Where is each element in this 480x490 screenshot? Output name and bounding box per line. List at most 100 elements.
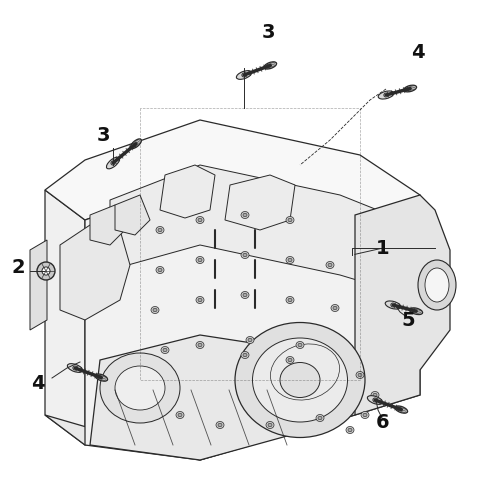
Ellipse shape xyxy=(107,157,120,169)
Ellipse shape xyxy=(346,426,354,434)
Ellipse shape xyxy=(248,338,252,342)
Ellipse shape xyxy=(404,85,417,92)
Ellipse shape xyxy=(241,251,249,259)
Ellipse shape xyxy=(384,93,388,97)
Polygon shape xyxy=(110,165,390,290)
Ellipse shape xyxy=(198,218,202,222)
Text: 2: 2 xyxy=(11,258,25,276)
Ellipse shape xyxy=(196,342,204,348)
Ellipse shape xyxy=(378,91,394,99)
Ellipse shape xyxy=(356,371,364,378)
Polygon shape xyxy=(90,335,345,460)
Ellipse shape xyxy=(218,423,222,427)
Text: 3: 3 xyxy=(261,23,275,42)
Ellipse shape xyxy=(161,346,169,353)
Ellipse shape xyxy=(151,307,159,314)
Ellipse shape xyxy=(115,366,165,410)
Ellipse shape xyxy=(198,343,202,347)
Ellipse shape xyxy=(286,296,294,303)
Ellipse shape xyxy=(286,357,294,364)
Polygon shape xyxy=(45,190,85,445)
Ellipse shape xyxy=(73,366,77,370)
Ellipse shape xyxy=(288,298,292,302)
Text: 4: 4 xyxy=(411,43,425,62)
Ellipse shape xyxy=(395,406,408,413)
Ellipse shape xyxy=(216,421,224,428)
Ellipse shape xyxy=(196,296,204,303)
Polygon shape xyxy=(355,195,450,415)
Ellipse shape xyxy=(198,298,202,302)
Ellipse shape xyxy=(243,213,247,217)
Ellipse shape xyxy=(242,73,246,77)
Ellipse shape xyxy=(298,343,302,347)
Ellipse shape xyxy=(373,398,377,402)
Ellipse shape xyxy=(196,256,204,264)
Ellipse shape xyxy=(67,364,83,372)
Ellipse shape xyxy=(264,62,276,69)
Ellipse shape xyxy=(178,413,182,417)
Polygon shape xyxy=(160,165,215,218)
Ellipse shape xyxy=(158,228,162,232)
Ellipse shape xyxy=(280,363,320,397)
Ellipse shape xyxy=(268,423,272,427)
Ellipse shape xyxy=(236,71,252,79)
Ellipse shape xyxy=(243,353,247,357)
Ellipse shape xyxy=(333,306,337,310)
Ellipse shape xyxy=(288,258,292,262)
Polygon shape xyxy=(45,120,420,230)
Text: 6: 6 xyxy=(376,413,390,432)
Ellipse shape xyxy=(316,415,324,421)
Ellipse shape xyxy=(246,337,254,343)
Ellipse shape xyxy=(252,338,348,422)
Text: 4: 4 xyxy=(31,373,45,392)
Ellipse shape xyxy=(286,256,294,264)
Ellipse shape xyxy=(111,161,115,165)
Ellipse shape xyxy=(243,293,247,297)
Polygon shape xyxy=(85,180,420,460)
Ellipse shape xyxy=(373,393,377,397)
Ellipse shape xyxy=(156,267,164,273)
Polygon shape xyxy=(115,195,150,235)
Ellipse shape xyxy=(176,412,184,418)
Ellipse shape xyxy=(358,373,362,377)
Ellipse shape xyxy=(131,139,142,148)
Text: 3: 3 xyxy=(96,125,110,145)
Ellipse shape xyxy=(266,421,274,428)
Ellipse shape xyxy=(241,351,249,359)
Ellipse shape xyxy=(235,322,365,438)
Text: 5: 5 xyxy=(401,311,415,329)
Polygon shape xyxy=(90,205,125,245)
Ellipse shape xyxy=(196,217,204,223)
Ellipse shape xyxy=(42,267,50,275)
Polygon shape xyxy=(225,175,295,230)
Ellipse shape xyxy=(243,253,247,257)
Ellipse shape xyxy=(318,416,322,420)
Ellipse shape xyxy=(241,212,249,219)
Ellipse shape xyxy=(328,263,332,267)
Ellipse shape xyxy=(326,262,334,269)
Ellipse shape xyxy=(418,260,456,310)
Polygon shape xyxy=(30,240,47,330)
Ellipse shape xyxy=(361,412,369,418)
Ellipse shape xyxy=(410,308,422,315)
Ellipse shape xyxy=(363,413,367,417)
Ellipse shape xyxy=(95,374,108,381)
Ellipse shape xyxy=(385,301,401,309)
Text: 1: 1 xyxy=(376,239,390,258)
Ellipse shape xyxy=(156,226,164,234)
Polygon shape xyxy=(60,225,130,320)
Ellipse shape xyxy=(348,428,352,432)
Ellipse shape xyxy=(163,348,167,352)
Ellipse shape xyxy=(425,268,449,302)
Ellipse shape xyxy=(288,358,292,362)
Ellipse shape xyxy=(158,268,162,272)
Ellipse shape xyxy=(153,308,157,312)
Ellipse shape xyxy=(100,353,180,423)
Ellipse shape xyxy=(371,392,379,398)
Ellipse shape xyxy=(288,218,292,222)
Ellipse shape xyxy=(391,303,395,307)
Polygon shape xyxy=(45,415,355,460)
Ellipse shape xyxy=(331,304,339,312)
Ellipse shape xyxy=(241,292,249,298)
Ellipse shape xyxy=(198,258,202,262)
